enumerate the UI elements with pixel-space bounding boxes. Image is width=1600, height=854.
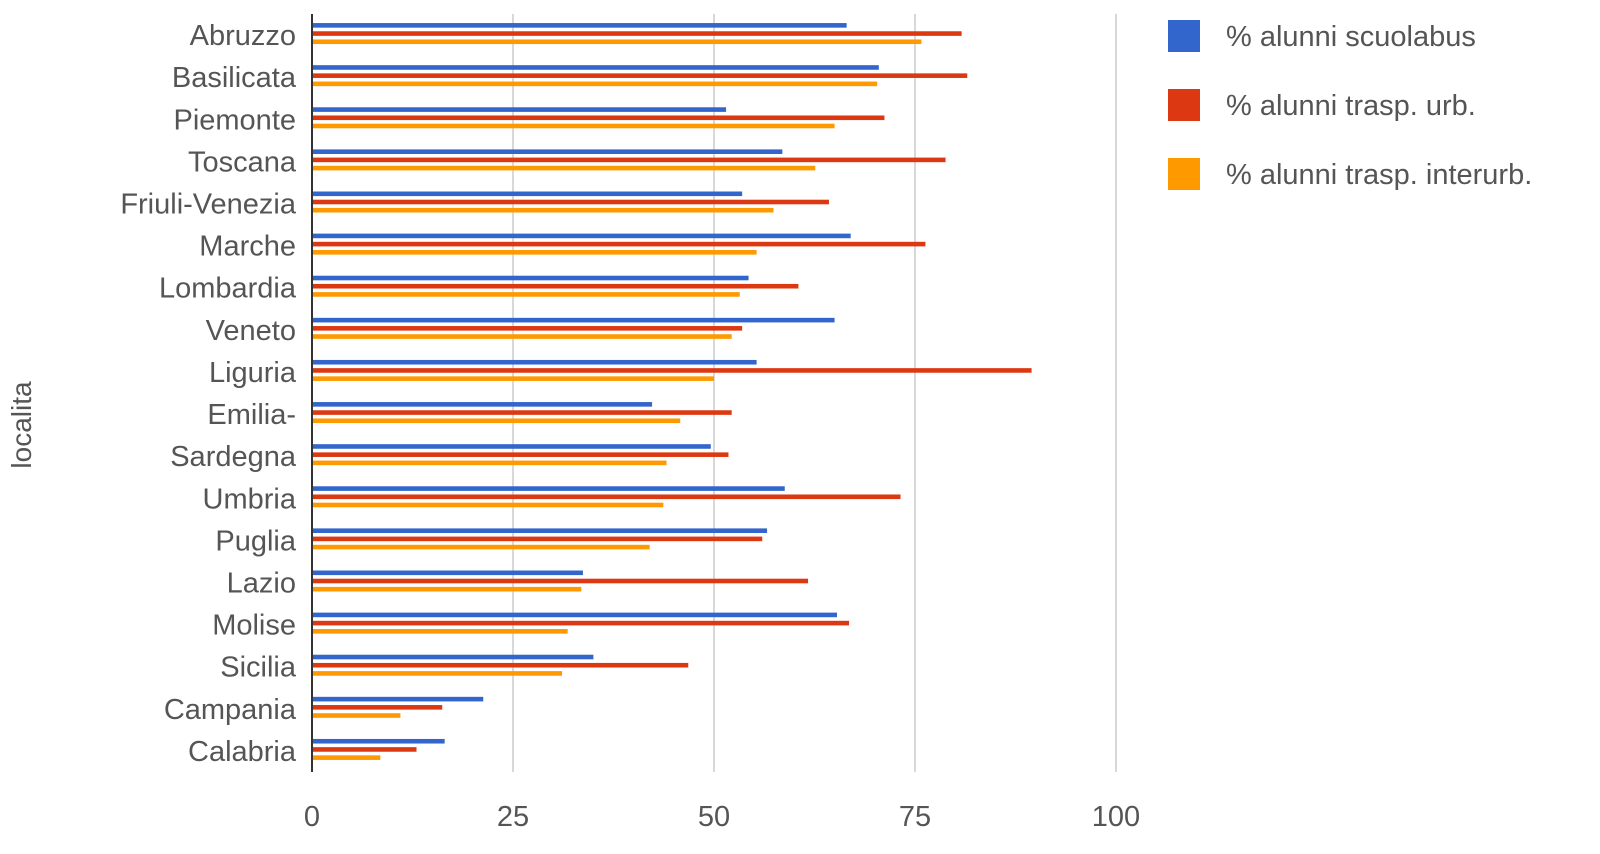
category-label: Liguria xyxy=(209,357,297,389)
bar xyxy=(312,460,667,466)
y-axis-title: localita xyxy=(6,381,37,469)
bar xyxy=(312,755,381,760)
legend-swatch xyxy=(1168,158,1200,190)
legend: % alunni scuolabus % alunni trasp. urb. % … xyxy=(1168,20,1532,191)
category-label: Puglia xyxy=(215,525,296,557)
category-label: Lombardia xyxy=(159,273,297,305)
category-labels: Abruzzo Basilicata Piemonte Toscana Friuli-V… xyxy=(120,20,297,768)
bar xyxy=(312,376,714,381)
gridlines xyxy=(512,14,1117,772)
category-label: Calabria xyxy=(188,736,297,768)
bar xyxy=(312,494,901,500)
bar xyxy=(312,283,799,289)
category-label: Basilicata xyxy=(172,62,297,94)
legend-label: % alunni trasp. interurb. xyxy=(1226,159,1532,191)
bar xyxy=(312,502,664,508)
bar xyxy=(312,418,681,424)
x-tick-label: 100 xyxy=(1092,801,1140,833)
bar xyxy=(312,334,732,339)
bar xyxy=(312,250,757,255)
legend-swatch xyxy=(1168,89,1200,121)
bar xyxy=(312,115,885,121)
bar xyxy=(312,157,946,163)
bar xyxy=(312,705,443,710)
bar xyxy=(312,528,768,533)
bar xyxy=(312,292,740,297)
bar xyxy=(312,444,711,449)
bar xyxy=(312,165,816,171)
x-tick-label: 75 xyxy=(899,801,931,833)
bar xyxy=(312,23,847,28)
bar xyxy=(312,368,1032,373)
bar xyxy=(312,65,879,70)
bar xyxy=(312,486,785,491)
bar xyxy=(312,738,445,744)
category-label: Sicilia xyxy=(220,652,297,684)
bar xyxy=(312,207,774,213)
bar xyxy=(312,586,582,592)
bar xyxy=(312,654,594,660)
bar xyxy=(312,359,757,365)
bar xyxy=(312,123,835,129)
category-label: Umbria xyxy=(203,483,297,515)
category-label: Abruzzo xyxy=(190,20,296,52)
bar xyxy=(312,81,878,87)
category-label: Sardegna xyxy=(170,441,297,473)
category-label: Toscana xyxy=(188,146,297,178)
bar xyxy=(312,612,838,618)
bar xyxy=(312,629,568,634)
bar xyxy=(312,452,729,457)
x-tick-label: 50 xyxy=(698,801,730,833)
bar xyxy=(312,191,743,197)
category-label: Campania xyxy=(164,694,297,726)
bars xyxy=(312,23,1032,760)
bar xyxy=(312,410,732,415)
bar xyxy=(312,199,829,205)
bar xyxy=(312,317,835,323)
bar xyxy=(312,662,689,668)
category-label: Veneto xyxy=(206,315,296,347)
bar xyxy=(312,73,968,78)
legend-label: % alunni trasp. urb. xyxy=(1226,90,1476,122)
legend-label: % alunni scuolabus xyxy=(1226,21,1476,53)
bar xyxy=(312,31,962,36)
legend-swatch xyxy=(1168,20,1200,52)
bar xyxy=(312,241,926,247)
bar xyxy=(312,233,851,239)
bar xyxy=(312,578,809,584)
category-label: Marche xyxy=(199,231,296,263)
category-label: Friuli-Venezia xyxy=(120,189,297,221)
bar xyxy=(312,149,783,154)
bar xyxy=(312,671,563,676)
bar xyxy=(312,275,749,281)
bar xyxy=(312,402,653,407)
x-tick-label: 0 xyxy=(304,801,320,833)
category-label: Emilia- xyxy=(207,399,296,431)
bar xyxy=(312,747,417,752)
bar xyxy=(312,620,850,626)
bar xyxy=(312,326,743,331)
category-label: Piemonte xyxy=(173,104,296,136)
bar xyxy=(312,536,763,542)
x-tick-labels: 0 25 50 75 100 xyxy=(304,801,1140,833)
bar xyxy=(312,570,583,576)
category-label: Molise xyxy=(212,610,296,642)
category-label: Lazio xyxy=(227,568,296,600)
bar xyxy=(312,544,650,550)
bar xyxy=(312,39,922,45)
bar xyxy=(312,713,401,718)
bar xyxy=(312,107,727,112)
bar xyxy=(312,696,484,702)
x-tick-label: 25 xyxy=(497,801,529,833)
